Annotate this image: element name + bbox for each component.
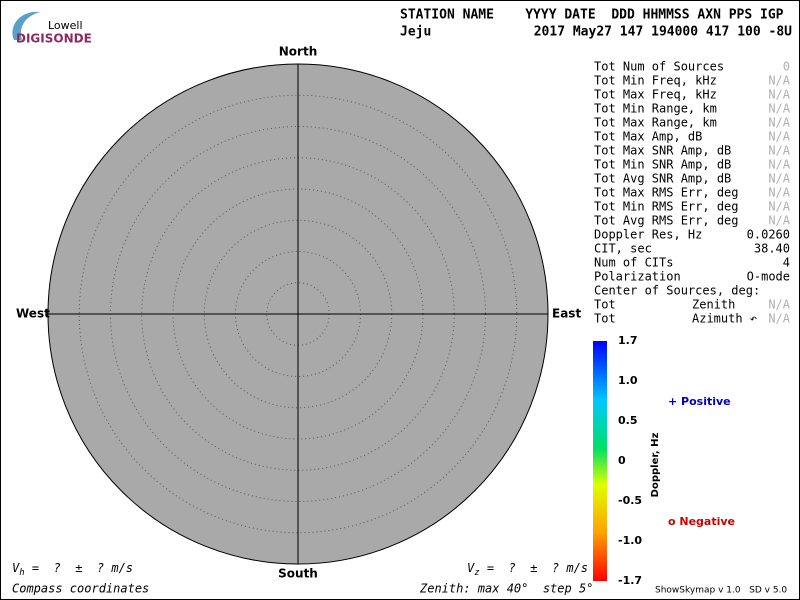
header-labels: STATION NAME YYYY DATE DDD HHMMSS AXN PP… xyxy=(400,8,784,23)
logo: Lowell DIGISONDE xyxy=(12,11,92,46)
stat-label: Num of CITs xyxy=(594,256,673,270)
logo-top: Lowell xyxy=(48,19,83,32)
stat-label: Tot xyxy=(594,298,616,312)
legend-negative: o Negative xyxy=(668,515,735,528)
vz-sub: z xyxy=(474,568,479,578)
stat-label: Tot Min SNR Amp, dB xyxy=(594,158,731,172)
stat-value: N/A xyxy=(768,116,790,130)
vh-sub: h xyxy=(19,568,24,578)
station: Jeju xyxy=(400,25,431,40)
stat-sub: Zenith xyxy=(692,298,735,312)
stat-label: Tot Avg RMS Err, deg xyxy=(594,214,739,228)
vz-symbol: V xyxy=(467,561,475,575)
south: South xyxy=(278,567,318,581)
colorbar-tick: -1.7 xyxy=(618,574,642,587)
colorbar-ticks: 1.7 1.0 0.5 0 -0.5 -1.0 -1.7 xyxy=(618,334,642,587)
stat-value: N/A xyxy=(768,88,790,102)
colorbar-tick: 1.7 xyxy=(618,334,638,347)
stat-value: 0.0260 xyxy=(747,228,790,242)
stat-value: N/A xyxy=(768,102,790,116)
stat-value: N/A xyxy=(768,200,790,214)
header-values: 2017 May27 147 194000 417 100 -8U xyxy=(534,25,792,40)
stat-value: 4 xyxy=(783,256,790,270)
stat-value: N/A xyxy=(768,158,790,172)
stat-label: Tot Min Range, km xyxy=(594,102,717,116)
legend-positive: + Positive xyxy=(668,395,731,408)
stat-label: Polarization xyxy=(594,270,681,284)
vh-rest: = ? ± ? m/s xyxy=(25,561,133,575)
vh: Vh = ? ± ? m/s xyxy=(12,561,133,578)
colorbar-tick: -1.0 xyxy=(618,534,642,547)
colorbar-tick: -0.5 xyxy=(618,494,642,507)
version: ShowSkymap v 1.0 SD v 5.0 xyxy=(655,586,787,596)
vz-rest: = ? ± ? m/s xyxy=(480,561,588,575)
stat-label: Tot Avg SNR Amp, dB xyxy=(594,172,731,186)
colorbar-tick: 1.0 xyxy=(618,374,638,387)
stat-value: 0 xyxy=(783,60,790,74)
colorbar xyxy=(593,341,607,581)
stat-label: Doppler Res, Hz xyxy=(594,228,702,242)
vh-symbol: V xyxy=(12,561,20,575)
stat-label: Tot Max Range, km xyxy=(594,116,717,130)
west: West xyxy=(16,307,50,321)
zenith-info: Zenith: max 40° step 5° xyxy=(419,582,593,596)
stats-table: Tot Num of Sources 0 Tot Min Freq, kHz N/A T… xyxy=(594,60,791,326)
stat-label: Tot Min Freq, kHz xyxy=(594,74,717,88)
stat-label: Tot Max SNR Amp, dB xyxy=(594,144,731,158)
stat-value: N/A xyxy=(768,172,790,186)
stat-label: Tot Max Freq, kHz xyxy=(594,88,717,102)
stat-label: Center of Sources, deg: xyxy=(594,284,760,298)
stat-value: N/A xyxy=(768,298,790,312)
stat-label: CIT, sec xyxy=(594,242,652,256)
stat-label: Tot Num of Sources xyxy=(594,60,724,74)
vz: Vz = ? ± ? m/s xyxy=(467,561,588,578)
stat-value: 38.40 xyxy=(754,242,790,256)
stat-value: N/A xyxy=(768,312,790,326)
colorbar-tick: 0 xyxy=(618,454,626,467)
east: East xyxy=(552,307,581,321)
stat-value: N/A xyxy=(768,130,790,144)
stat-label: Tot xyxy=(594,312,616,326)
stat-value: N/A xyxy=(768,144,790,158)
colorbar-tick: 0.5 xyxy=(618,414,638,427)
coords: Compass coordinates xyxy=(12,582,149,596)
stat-value: N/A xyxy=(768,186,790,200)
stat-value: N/A xyxy=(768,214,790,228)
colorbar-title: Doppler, Hz xyxy=(650,433,661,498)
stat-label: Tot Min RMS Err, deg xyxy=(594,200,739,214)
stat-value: N/A xyxy=(768,74,790,88)
north: North xyxy=(279,45,317,59)
stat-label: Tot Max RMS Err, deg xyxy=(594,186,739,200)
stat-label: Tot Max Amp, dB xyxy=(594,130,702,144)
stat-sub: Azimuth ↶ xyxy=(692,312,757,326)
stat-value: O-mode xyxy=(747,270,790,284)
logo-bottom: DIGISONDE xyxy=(16,32,92,46)
